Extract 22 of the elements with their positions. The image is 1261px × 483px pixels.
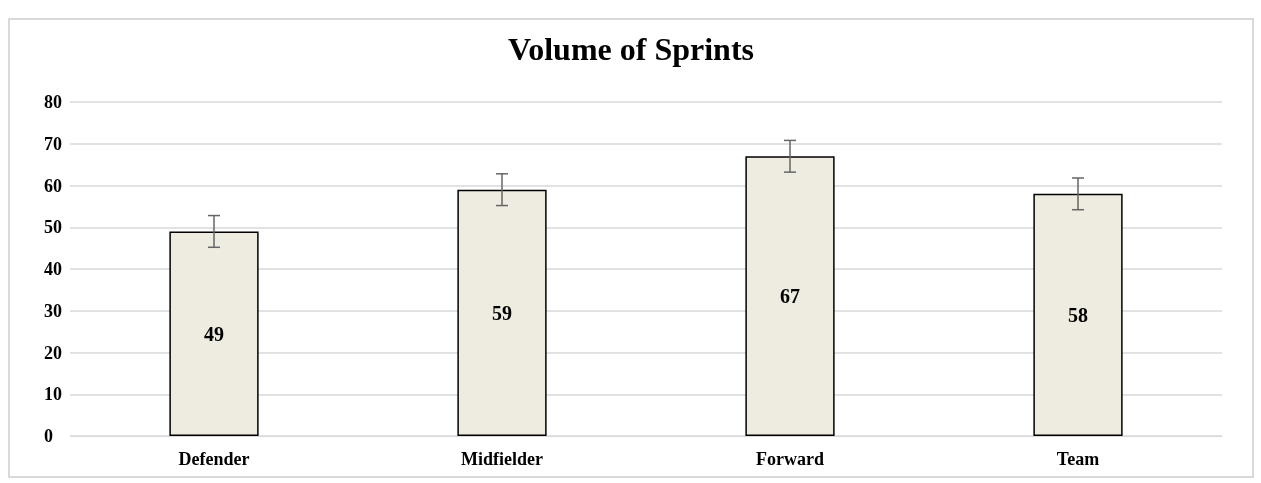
data-label: 49 <box>204 322 224 345</box>
y-tick-label: 40 <box>44 259 62 279</box>
bar <box>457 189 547 436</box>
x-tick-label: Forward <box>756 449 824 469</box>
bar <box>745 156 835 436</box>
y-tick-label: 0 <box>44 426 53 446</box>
chart-title: Volume of Sprints <box>508 31 754 67</box>
data-label: 59 <box>492 301 512 324</box>
y-tick-label: 80 <box>44 92 62 112</box>
x-tick-label: Team <box>1056 449 1100 469</box>
y-tick-label: 60 <box>44 175 62 196</box>
x-tick-label: Defender <box>178 449 250 469</box>
bar <box>169 231 259 436</box>
y-tick-label: 70 <box>44 133 62 154</box>
bar <box>1033 193 1123 436</box>
data-label: 67 <box>780 285 800 308</box>
y-tick-label: 30 <box>44 300 62 321</box>
y-tick-label: 10 <box>44 384 62 405</box>
y-tick-label: 20 <box>44 342 62 363</box>
data-label: 58 <box>1068 303 1088 326</box>
y-tick-label: 50 <box>44 217 62 238</box>
x-tick-label: Midfielder <box>461 449 543 469</box>
